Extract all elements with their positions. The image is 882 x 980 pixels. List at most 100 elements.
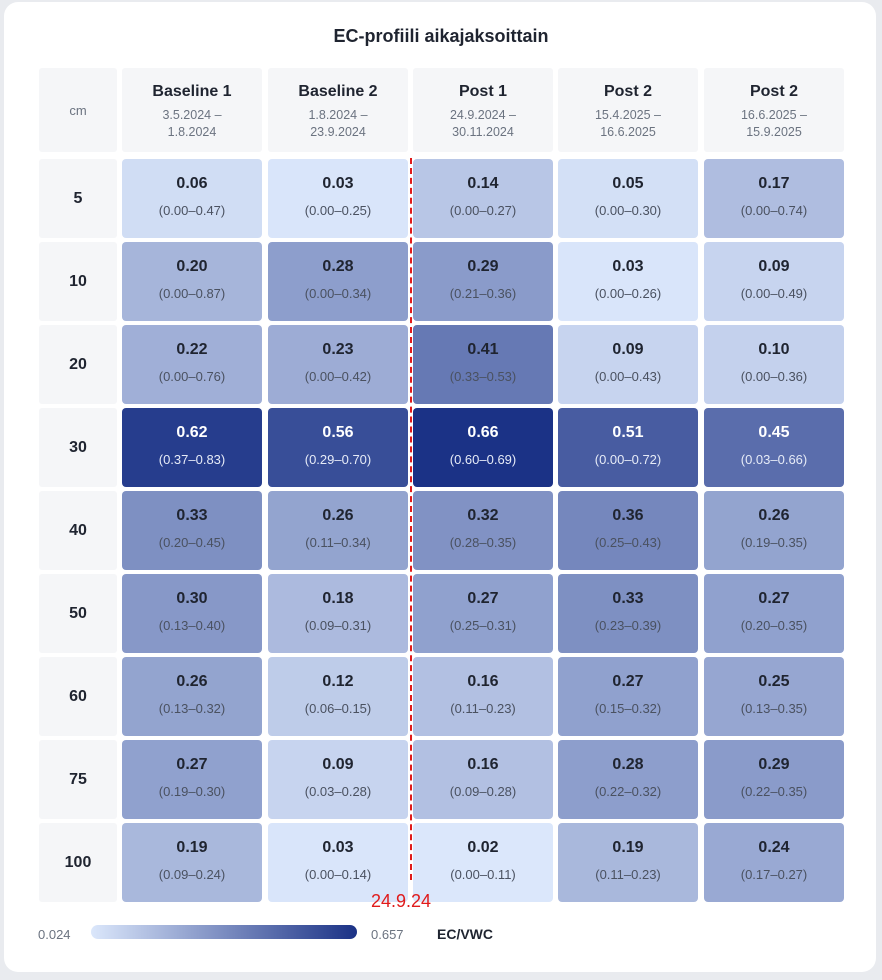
heatmap-cell: 0.24 (0.17–0.27) [704,823,844,902]
heatmap-cell: 0.29 (0.21–0.36) [413,242,553,321]
column-header: Post 1 24.9.2024 – 30.11.2024 [413,68,553,152]
legend-min-label: 0.024 [38,927,71,942]
heatmap-cell: 0.23 (0.00–0.42) [268,325,408,404]
cell-value: 0.19 [612,839,644,856]
heatmap-cell: 0.16 (0.11–0.23) [413,657,553,736]
cell-range: (0.20–0.35) [740,618,808,633]
cell-range: (0.15–0.32) [594,701,662,716]
cell-value: 0.66 [467,424,499,441]
column-header-dates: 3.5.2024 – 1.8.2024 [162,108,222,139]
cell-value: 0.10 [758,341,790,358]
cell-value: 0.41 [467,341,499,358]
heatmap-cell: 0.09 (0.03–0.28) [268,740,408,819]
intervention-date-label: 24.9.24 [371,891,432,911]
column-header-name: Post 2 [603,83,652,100]
cell-range: (0.00–0.26) [594,286,662,301]
cell-range: (0.21–0.36) [449,286,517,301]
cell-range: (0.25–0.31) [449,618,517,633]
intervention-divider-line [410,158,412,880]
cell-range: (0.20–0.45) [158,535,226,550]
cell-range: (0.00–0.49) [740,286,808,301]
cell-value: 0.26 [758,507,790,524]
cell-range: (0.06–0.15) [304,701,372,716]
heatmap-cell: 0.27 (0.15–0.32) [558,657,698,736]
cell-value: 0.03 [322,839,354,856]
depth-label: 60 [39,657,117,736]
cell-range: (0.13–0.35) [740,701,808,716]
cell-range: (0.11–0.23) [595,867,661,882]
heatmap-cell: 0.26 (0.19–0.35) [704,491,844,570]
depth-label: 75 [39,740,117,819]
heatmap-cell: 0.09 (0.00–0.49) [704,242,844,321]
cell-range: (0.00–0.34) [304,286,372,301]
cell-value: 0.51 [612,424,644,441]
cell-value: 0.29 [467,258,499,275]
column-header: Post 2 16.6.2025 – 15.9.2025 [704,68,844,152]
cell-value: 0.32 [467,507,499,524]
column-header-name: Baseline 1 [152,83,232,100]
cell-value: 0.14 [467,175,499,192]
heatmap-cell: 0.16 (0.09–0.28) [413,740,553,819]
heatmap-cell: 0.02 (0.00–0.11) [413,823,553,902]
cell-range: (0.25–0.43) [594,535,662,550]
heatmap-cell: 0.28 (0.22–0.32) [558,740,698,819]
heatmap-cell: 0.06 (0.00–0.47) [122,159,262,238]
cell-range: (0.23–0.39) [594,618,662,633]
cell-value: 0.09 [612,341,644,358]
heatmap-cell: 0.17 (0.00–0.74) [704,159,844,238]
cell-range: (0.03–0.66) [740,452,808,467]
cell-value: 0.36 [612,507,644,524]
depth-axis-label: cm [39,68,117,152]
cell-value: 0.24 [758,839,790,856]
cell-range: (0.00–0.76) [158,369,226,384]
depth-label: 40 [39,491,117,570]
cell-range: (0.11–0.34) [305,535,371,550]
heatmap-cell: 0.10 (0.00–0.36) [704,325,844,404]
cell-range: (0.33–0.53) [449,369,517,384]
heatmap-cell: 0.27 (0.20–0.35) [704,574,844,653]
cell-value: 0.22 [176,341,208,358]
heatmap-cell: 0.05 (0.00–0.30) [558,159,698,238]
heatmap-cell: 0.32 (0.28–0.35) [413,491,553,570]
cell-range: (0.00–0.27) [449,203,517,218]
column-header: Baseline 2 1.8.2024 – 23.9.2024 [268,68,408,152]
cell-value: 0.25 [758,673,790,690]
heatmap-cell: 0.12 (0.06–0.15) [268,657,408,736]
cell-range: (0.19–0.30) [158,784,226,799]
cell-range: (0.17–0.27) [740,867,808,882]
depth-label: 20 [39,325,117,404]
heatmap-cell: 0.30 (0.13–0.40) [122,574,262,653]
cell-value: 0.33 [612,590,644,607]
cell-range: (0.22–0.32) [594,784,662,799]
cell-range: (0.00–0.74) [740,203,808,218]
cell-value: 0.05 [612,175,644,192]
cell-range: (0.09–0.24) [158,867,226,882]
cell-value: 0.16 [467,756,499,773]
heatmap-cell: 0.56 (0.29–0.70) [268,408,408,487]
cell-value: 0.17 [758,175,790,192]
cell-range: (0.28–0.35) [449,535,517,550]
heatmap-cell: 0.45 (0.03–0.66) [704,408,844,487]
cell-range: (0.00–0.11) [450,867,516,882]
cell-range: (0.00–0.47) [158,203,226,218]
heatmap-cell: 0.51 (0.00–0.72) [558,408,698,487]
cell-range: (0.03–0.28) [304,784,372,799]
heatmap-cell: 0.20 (0.00–0.87) [122,242,262,321]
cell-value: 0.27 [758,590,790,607]
heatmap-cell: 0.18 (0.09–0.31) [268,574,408,653]
heatmap-cell: 0.33 (0.20–0.45) [122,491,262,570]
cell-value: 0.62 [176,424,208,441]
column-header: Baseline 1 3.5.2024 – 1.8.2024 [122,68,262,152]
cell-value: 0.33 [176,507,208,524]
depth-label: 5 [39,159,117,238]
column-header: Post 2 15.4.2025 – 16.6.2025 [558,68,698,152]
cell-range: (0.22–0.35) [740,784,808,799]
heatmap-cell: 0.26 (0.11–0.34) [268,491,408,570]
cell-range: (0.00–0.43) [594,369,662,384]
cell-range: (0.09–0.28) [449,784,517,799]
column-header-name: Post 2 [749,83,798,100]
cell-value: 0.27 [467,590,499,607]
cell-value: 0.09 [322,756,354,773]
cell-value: 0.29 [758,756,790,773]
cell-value: 0.06 [176,175,208,192]
